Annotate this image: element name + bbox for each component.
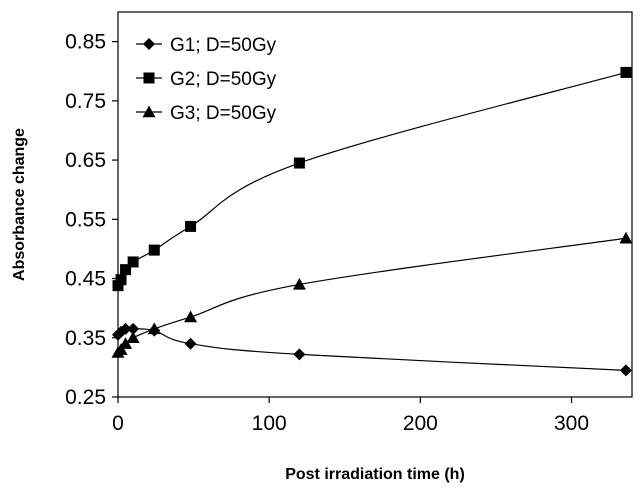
x-tick-label: 200 xyxy=(403,412,438,435)
legend-marker-diamond xyxy=(143,38,155,50)
legend-label: G1; D=50Gy xyxy=(170,35,277,56)
series-1 xyxy=(112,322,632,377)
data-point-diamond xyxy=(119,322,132,335)
data-point-triangle xyxy=(119,337,133,349)
legend-label: G2; D=50Gy xyxy=(170,69,277,90)
y-tick-label: 0.55 xyxy=(65,208,106,231)
legend-marker-triangle xyxy=(142,105,156,118)
series-layer xyxy=(111,66,633,377)
series-line xyxy=(117,327,626,371)
axes-layer: 0.25 0.35 0.45 0.55 0.65 0.75 0.85 0 100 200 300 xyxy=(65,31,589,435)
data-point-triangle xyxy=(126,331,140,343)
series-line xyxy=(117,237,627,354)
legend-label: G3; D=50Gy xyxy=(170,103,277,124)
x-tick-label: 0 xyxy=(112,412,124,435)
data-point-triangle xyxy=(292,277,306,290)
data-point-diamond xyxy=(184,337,197,350)
legend: G1; D=50Gy G2; D=50Gy G3; D=50Gy xyxy=(136,35,277,124)
data-point-square xyxy=(112,280,124,292)
plot-frame xyxy=(117,11,633,398)
data-point-triangle xyxy=(619,231,633,244)
y-tick-label: 0.35 xyxy=(65,327,106,350)
data-point-diamond xyxy=(293,348,306,361)
data-point-square xyxy=(293,157,305,169)
data-point-diamond xyxy=(127,322,140,335)
x-axis-title: Post irradiation time (h) xyxy=(285,466,465,483)
y-axis-title: Absorbance change xyxy=(11,128,28,281)
data-point-diamond xyxy=(619,364,632,377)
y-tick-label: 0.65 xyxy=(65,149,106,172)
series-3 xyxy=(111,231,633,358)
data-point-square xyxy=(185,220,197,232)
legend-entry: G3; D=50Gy xyxy=(136,103,277,124)
data-point-triangle xyxy=(114,343,128,355)
legend-entry: G1; D=50Gy xyxy=(136,35,277,56)
legend-entry: G2; D=50Gy xyxy=(136,69,277,90)
y-tick-label: 0.25 xyxy=(65,386,106,409)
data-point-square xyxy=(127,256,139,268)
data-point-square xyxy=(115,274,127,286)
data-point-square xyxy=(120,264,132,276)
y-tick-label: 0.45 xyxy=(65,268,106,291)
data-point-square xyxy=(148,244,160,256)
data-point-triangle xyxy=(147,322,161,335)
y-tick-label: 0.75 xyxy=(65,90,106,113)
data-point-triangle xyxy=(184,310,198,323)
y-tick-label: 0.85 xyxy=(65,31,106,54)
legend-marker-square xyxy=(143,72,155,84)
data-point-square xyxy=(620,66,632,78)
x-tick-label: 300 xyxy=(554,412,589,435)
x-tick-label: 100 xyxy=(252,412,287,435)
series-2 xyxy=(112,66,632,292)
plot-area-border xyxy=(117,11,633,398)
